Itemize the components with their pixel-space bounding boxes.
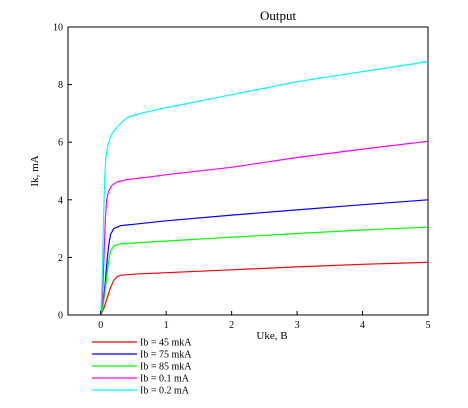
y-tick-label: 4: [58, 195, 63, 206]
plot-frame: [67, 26, 429, 316]
y-tick-label: 6: [58, 138, 63, 149]
y-axis-label: Ik, mA: [29, 155, 41, 186]
y-tick-label: 2: [58, 253, 63, 264]
y-tick-label: 10: [53, 23, 63, 34]
x-tick-label: 3: [295, 320, 300, 331]
legend-label-4: Ib = 0.1 mA: [140, 374, 190, 385]
x-tick-label: 4: [360, 320, 365, 331]
series-line-3: [100, 226, 429, 316]
y-axis: 0 2 4 6 8 10: [53, 23, 72, 322]
series-line-2: [100, 199, 429, 316]
legend-label-3: Ib = 85 mkA: [140, 362, 192, 373]
curves-layer: [100, 61, 429, 316]
legend-label-5: Ib = 0.2 mA: [140, 386, 190, 397]
x-axis-label: Uke, B: [256, 330, 287, 342]
y-tick-label: 8: [58, 80, 63, 91]
y-tick-label: 0: [58, 311, 63, 322]
x-tick-label: 5: [426, 320, 431, 331]
chart-title: Output: [260, 8, 297, 23]
x-axis: 0 1 2 3 4 5: [98, 311, 431, 331]
series-line-5: [100, 61, 429, 316]
series-line-4: [100, 140, 429, 316]
legend-label-2: Ib = 75 mkA: [140, 350, 192, 361]
legend-label-1: Ib = 45 mkA: [140, 338, 192, 349]
series-line-1: [100, 261, 429, 316]
x-tick-label: 2: [229, 320, 234, 331]
x-tick-label: 0: [98, 320, 103, 331]
x-tick-label: 1: [164, 320, 169, 331]
